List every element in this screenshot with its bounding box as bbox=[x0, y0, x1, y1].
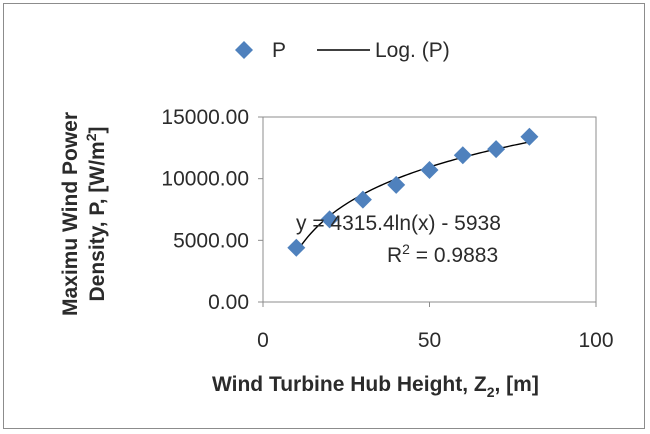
legend-label-p: P bbox=[272, 39, 286, 62]
data-point bbox=[420, 161, 439, 180]
legend-label-log-p: Log. (P) bbox=[375, 39, 450, 62]
y-axis-title: Maximu Wind Power Density, P, [W/m2] bbox=[59, 112, 109, 316]
x-axis-title: Wind Turbine Hub Height, Z2, [m] bbox=[212, 373, 539, 400]
y-tick-label: 0.00 bbox=[208, 291, 249, 314]
chart-svg: 0.00 5000.00 10000.00 15000.00 0 50 100 y = 4… bbox=[59, 39, 614, 400]
chart-frame: 0.00 5000.00 10000.00 15000.00 0 50 100 y = 4… bbox=[3, 3, 645, 429]
r-squared-label: R2 = 0.9883 bbox=[387, 241, 498, 267]
y-tick-label: 5000.00 bbox=[173, 229, 249, 252]
x-tick-label: 50 bbox=[418, 329, 441, 352]
x-ticks: 0 50 100 bbox=[257, 302, 614, 352]
series-p-markers bbox=[287, 127, 539, 257]
trendline-equation: y = 4315.4ln(x) - 5938 bbox=[296, 212, 501, 235]
x-tick-label: 100 bbox=[578, 329, 613, 352]
data-point bbox=[487, 140, 506, 159]
plot-area bbox=[262, 116, 597, 303]
svg-text:Density, P, [W/m2]: Density, P, [W/m2] bbox=[83, 126, 109, 301]
y-tick-label: 10000.00 bbox=[161, 168, 249, 191]
data-point bbox=[453, 146, 472, 165]
y-ticks: 0.00 5000.00 10000.00 15000.00 bbox=[161, 106, 263, 314]
data-point bbox=[387, 175, 406, 194]
data-point bbox=[353, 190, 372, 209]
x-tick-label: 0 bbox=[257, 329, 269, 352]
data-point bbox=[320, 210, 339, 229]
y-tick-label: 15000.00 bbox=[161, 106, 249, 129]
data-point bbox=[287, 238, 306, 257]
legend-diamond-marker bbox=[235, 41, 253, 59]
data-point bbox=[520, 127, 539, 146]
svg-text:Maximu Wind Power: Maximu Wind Power bbox=[59, 112, 82, 316]
legend: P Log. (P) bbox=[235, 39, 450, 62]
